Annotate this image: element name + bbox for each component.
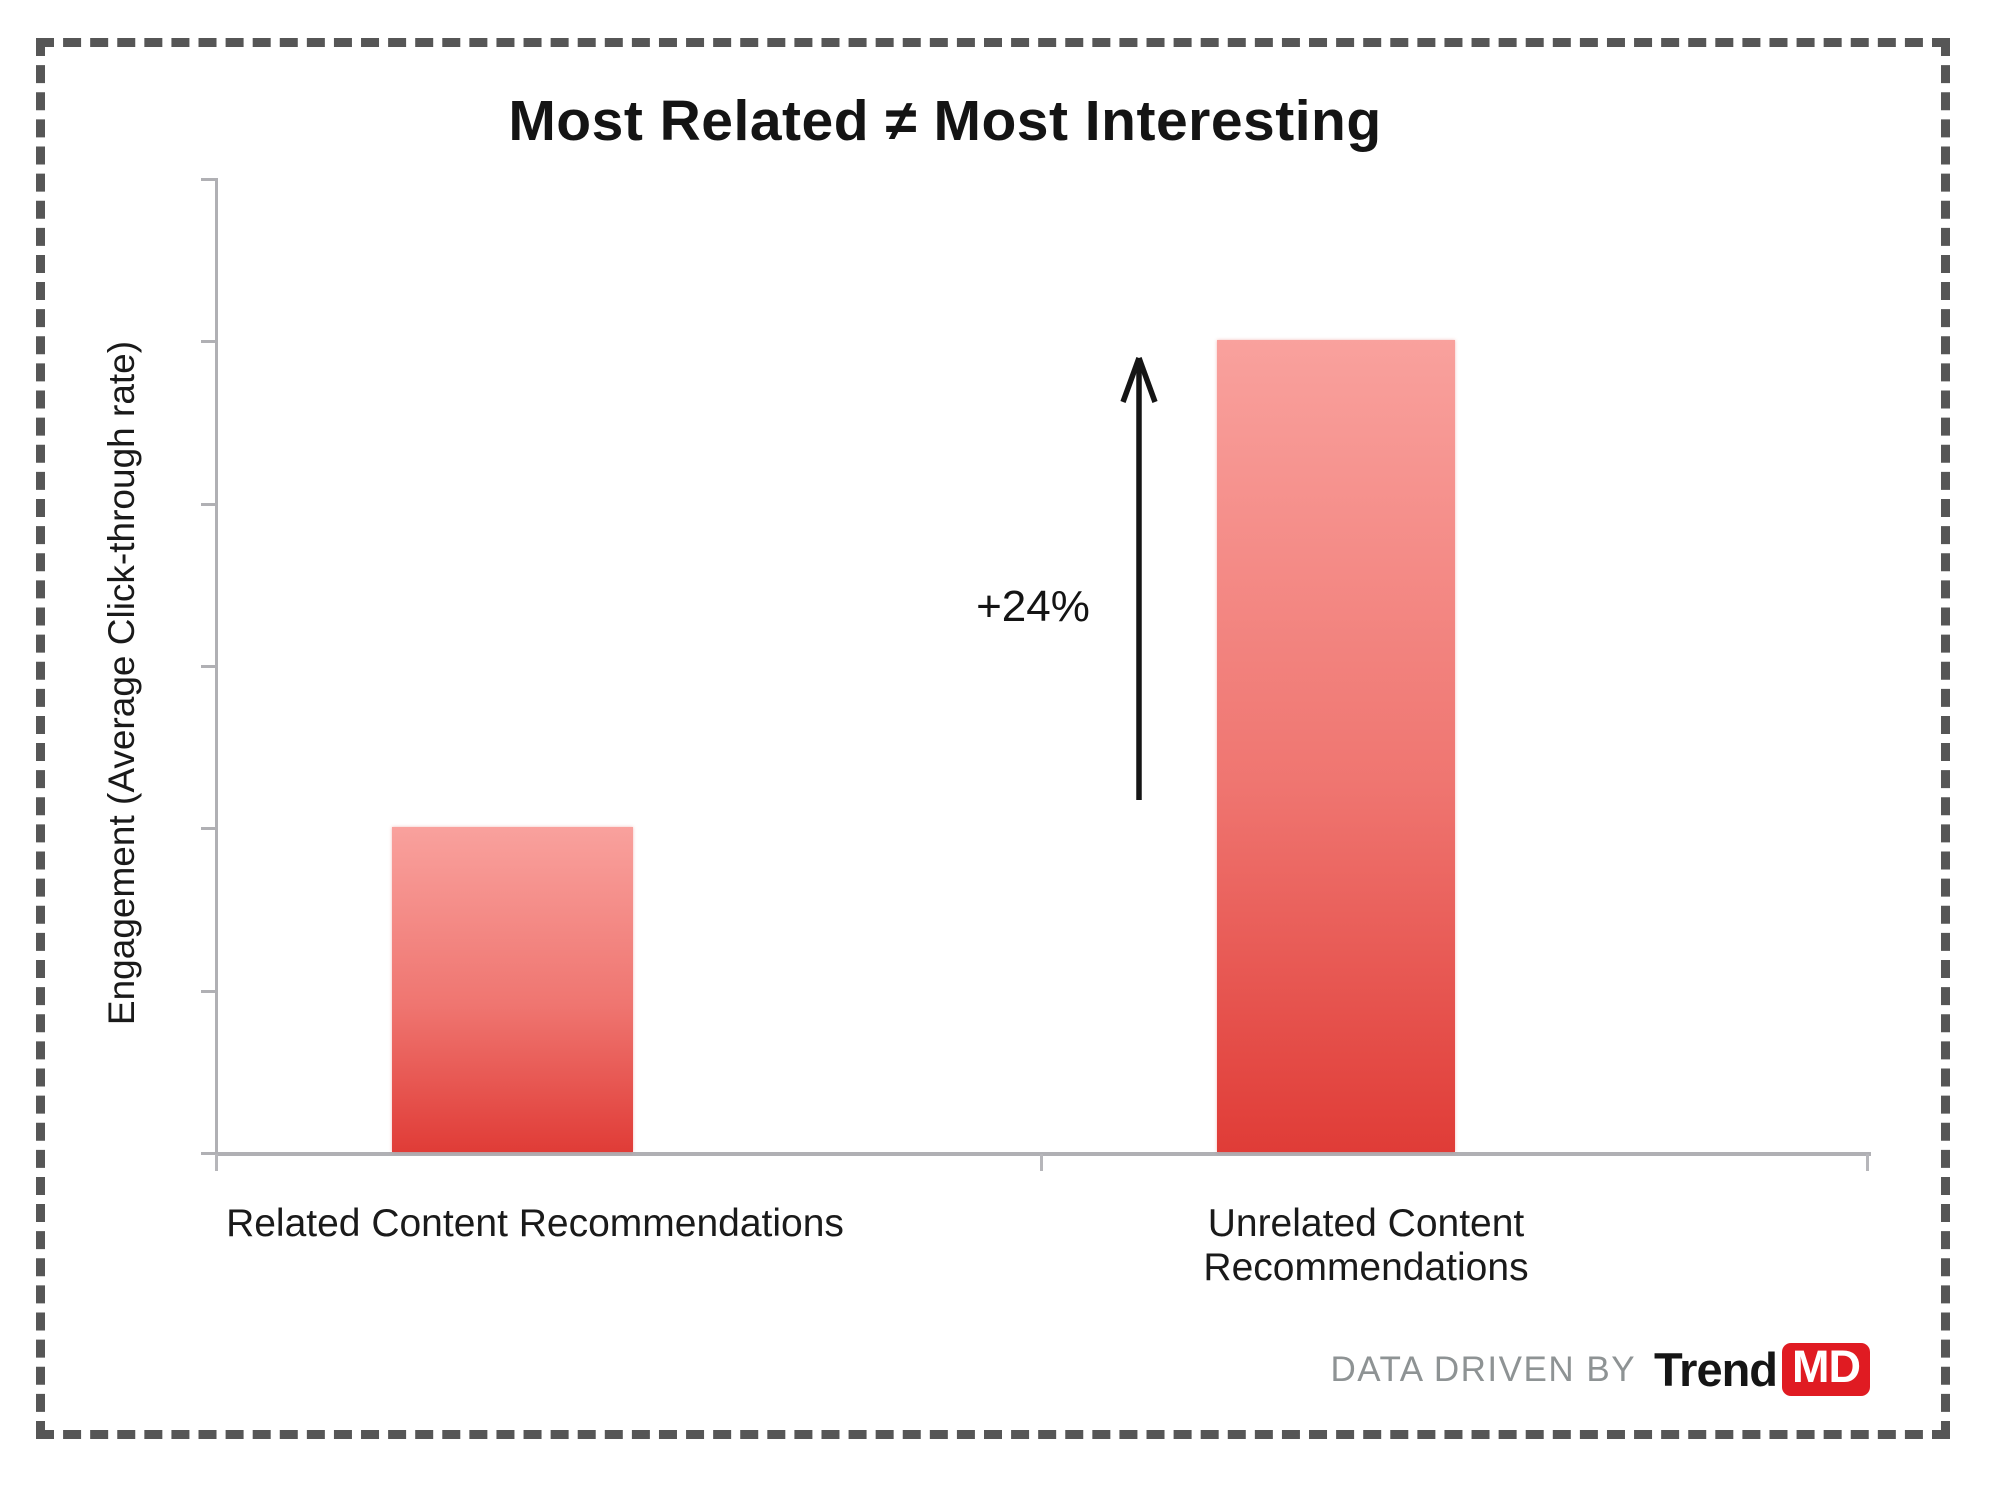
y-axis-line [215,178,218,1156]
trendmd-logo-text: Trend [1654,1343,1778,1396]
y-axis-label: Engagement (Average Click-through rate) [101,340,142,1026]
credit-text: DATA DRIVEN BY [1330,1349,1637,1389]
chart-title: Most Related ≠ Most Interesting [508,89,1382,153]
bar-unrelated-content [1217,340,1455,1152]
y-axis-tick [201,990,215,993]
dashed-border-frame [36,38,1950,1439]
x-axis-label-unrelated: Unrelated Content Recommendations [1203,1202,1529,1289]
x-axis-tick [215,1154,218,1171]
y-axis-tick [201,178,215,181]
trendmd-logo-badge: MD [1782,1343,1870,1396]
y-axis-tick [201,503,215,506]
trendmd-logo: Trend MD [1654,1342,1870,1397]
y-axis-tick [201,340,215,343]
attribution: DATA DRIVEN BY Trend MD [1330,1342,1870,1397]
bar-related-content [392,827,633,1152]
x-axis-line [215,1152,1871,1156]
increase-arrow-icon [1120,357,1158,800]
y-axis-tick [201,827,215,830]
increase-annotation: +24% [976,582,1090,631]
x-axis-tick [1866,1154,1869,1171]
y-axis-tick [201,665,215,668]
x-axis-label-related: Related Content Recommendations [226,1202,844,1245]
x-axis-tick [1040,1154,1043,1171]
y-axis-tick [201,1152,215,1155]
